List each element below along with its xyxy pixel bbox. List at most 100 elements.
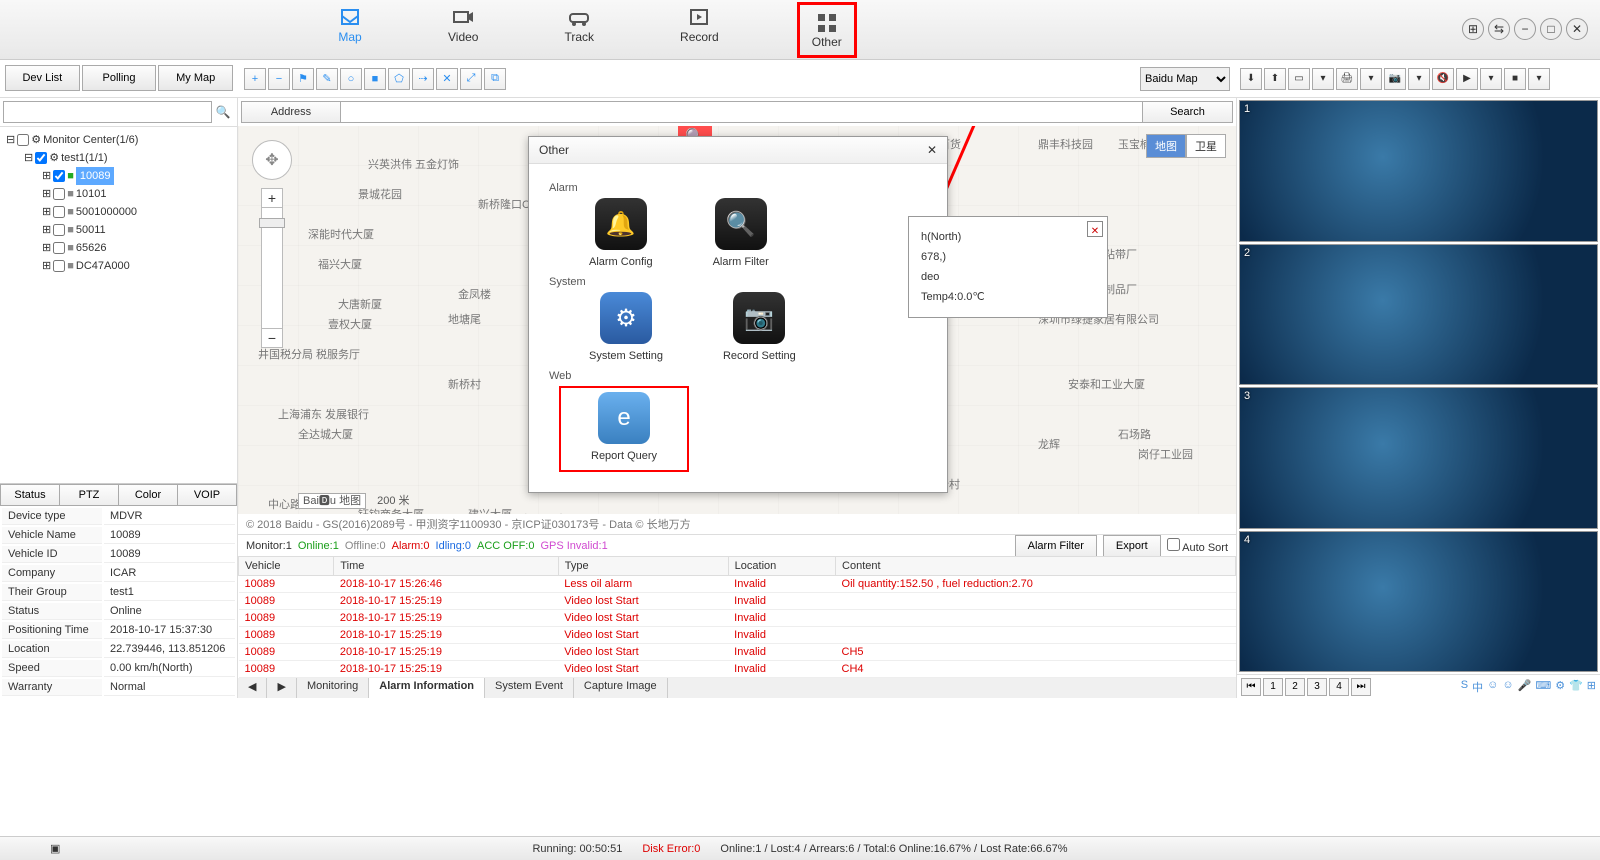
map-tool-btn[interactable]: ⬠ — [388, 68, 410, 90]
system-setting-item[interactable]: ⚙System Setting — [589, 292, 663, 362]
pager-btn[interactable]: 2 — [1285, 678, 1305, 696]
vt-btn[interactable]: ⬆ — [1264, 68, 1286, 90]
map-tool-btn[interactable]: − — [268, 68, 290, 90]
tab-ptz[interactable]: PTZ — [60, 484, 119, 506]
vt-btn[interactable]: ▭ — [1288, 68, 1310, 90]
nav-tab-video[interactable]: Video — [440, 2, 486, 58]
tab-polling[interactable]: Polling — [82, 65, 157, 91]
search-input[interactable] — [3, 101, 212, 123]
zoom-in[interactable]: + — [261, 188, 283, 208]
nav-label: Other — [812, 35, 842, 49]
alarm-config-item[interactable]: 🔔Alarm Config — [589, 198, 653, 268]
map-tool-btn[interactable]: ✎ — [316, 68, 338, 90]
nav-tab-other[interactable]: Other — [797, 2, 857, 58]
minimize-icon[interactable]: − — [1514, 18, 1536, 40]
map-tool-btn[interactable]: + — [244, 68, 266, 90]
tab-my-map[interactable]: My Map — [158, 65, 233, 91]
ime-icon[interactable]: ⊞ — [1587, 679, 1596, 695]
map-tool-btn[interactable]: ⚑ — [292, 68, 314, 90]
grid-icon[interactable]: ⊞ — [1462, 18, 1484, 40]
vt-btn[interactable]: 🔇 — [1432, 68, 1454, 90]
pan-control[interactable]: ✥ — [252, 140, 292, 180]
record-setting-item[interactable]: 📷Record Setting — [723, 292, 796, 362]
auto-sort-checkbox[interactable]: Auto Sort — [1167, 538, 1228, 554]
tab-capture-image[interactable]: Capture Image — [574, 678, 668, 698]
tab-color[interactable]: Color — [119, 484, 178, 506]
map-canvas[interactable]: 兴英洪伟 五金灯饰景城花园新桥隆口C区深能时代大厦福兴大厦大唐新厦金凤楼壹权大厦… — [238, 126, 1236, 514]
pager-btn[interactable]: 1 — [1263, 678, 1283, 696]
tree-item[interactable]: 5001000000 — [76, 203, 137, 221]
map-tool-btn[interactable]: ⧉ — [484, 68, 506, 90]
tab-dev-list[interactable]: Dev List — [5, 65, 80, 91]
tree-item[interactable]: 10089 — [76, 167, 115, 185]
tree-item[interactable]: 65626 — [76, 239, 107, 257]
map-tool-btn[interactable]: ⇢ — [412, 68, 434, 90]
tab-status[interactable]: Status — [0, 484, 60, 506]
tab-monitoring[interactable]: Monitoring — [297, 678, 369, 698]
map-tool-btn[interactable]: ■ — [364, 68, 386, 90]
nav-tab-map[interactable]: Map — [330, 2, 370, 58]
nav-tab-record[interactable]: Record — [672, 2, 727, 58]
alarm-filter-item[interactable]: 🔍Alarm Filter — [713, 198, 769, 268]
maximize-icon[interactable]: □ — [1540, 18, 1562, 40]
status-collapse-icon[interactable]: ▣ — [50, 842, 60, 855]
tree-item[interactable]: DC47A000 — [76, 257, 130, 275]
search-icon[interactable]: 🔍 — [212, 101, 234, 123]
tree-root[interactable]: Monitor Center(1/6) — [43, 131, 138, 149]
vt-btn[interactable]: ▾ — [1312, 68, 1334, 90]
tab-voip[interactable]: VOIP — [178, 484, 237, 506]
vt-btn[interactable]: ⬇ — [1240, 68, 1262, 90]
zoom-thumb[interactable] — [259, 218, 285, 228]
map-tool-btn[interactable]: ✕ — [436, 68, 458, 90]
zoom-out[interactable]: − — [261, 328, 283, 348]
vt-btn[interactable]: ▾ — [1408, 68, 1430, 90]
vt-btn[interactable]: ▾ — [1528, 68, 1550, 90]
address-input[interactable] — [341, 101, 1143, 123]
map-tool-btn[interactable]: ⤢ — [460, 68, 482, 90]
tree-item[interactable]: 50011 — [76, 221, 106, 239]
ime-icon[interactable]: ☺ — [1502, 679, 1513, 695]
pager-btn[interactable]: ⏮ — [1241, 678, 1261, 696]
map-tool-btn[interactable]: ○ — [340, 68, 362, 90]
popup-close-icon[interactable]: ✕ — [1087, 221, 1103, 237]
ime-icon[interactable]: ⌨ — [1535, 679, 1551, 695]
alarm-filter-button[interactable]: Alarm Filter — [1015, 535, 1097, 557]
tab-alarm-info[interactable]: Alarm Information — [369, 678, 485, 698]
pager-btn[interactable]: ⏭ — [1351, 678, 1371, 696]
vt-btn[interactable]: ▶ — [1456, 68, 1478, 90]
vt-btn[interactable]: ■ — [1504, 68, 1526, 90]
report-query-item[interactable]: eReport Query — [591, 392, 657, 462]
ime-icon[interactable]: S — [1461, 679, 1468, 695]
vt-btn[interactable]: ▾ — [1360, 68, 1382, 90]
tree-item[interactable]: 10101 — [76, 185, 107, 203]
ime-icon[interactable]: 中 — [1472, 679, 1483, 695]
tree-group[interactable]: test1(1/1) — [61, 149, 107, 167]
vt-btn[interactable]: ▾ — [1480, 68, 1502, 90]
export-button[interactable]: Export — [1103, 535, 1161, 557]
zoom-control[interactable]: + − — [261, 188, 283, 348]
video-cell[interactable]: 3 — [1239, 387, 1598, 529]
ime-icon[interactable]: 🎤 — [1518, 679, 1532, 695]
map-type-map[interactable]: 地图 — [1146, 134, 1186, 158]
video-cell[interactable]: 2 — [1239, 244, 1598, 386]
pager-btn[interactable]: 3 — [1307, 678, 1327, 696]
device-tree[interactable]: ⊟⚙ Monitor Center(1/6) ⊟⚙ test1(1/1) ⊞■ … — [0, 127, 237, 483]
vt-btn[interactable]: 📷 — [1384, 68, 1406, 90]
popup-line: h(North) — [921, 227, 1095, 247]
close-icon[interactable]: ✕ — [1566, 18, 1588, 40]
ime-icon[interactable]: ☺ — [1487, 679, 1498, 695]
video-cell[interactable]: 1 — [1239, 100, 1598, 242]
ime-icon[interactable]: ⚙ — [1555, 679, 1565, 695]
ime-icon[interactable]: 👕 — [1569, 679, 1583, 695]
map-provider-select[interactable]: Baidu Map — [1140, 67, 1230, 91]
pager-btn[interactable]: 4 — [1329, 678, 1349, 696]
dialog-close-icon[interactable]: ✕ — [927, 143, 937, 157]
nav-tab-track[interactable]: Track — [556, 2, 602, 58]
vt-btn[interactable]: 🖨 — [1336, 68, 1358, 90]
video-cell[interactable]: 4 — [1239, 531, 1598, 673]
map-type-sat[interactable]: 卫星 — [1186, 134, 1226, 158]
cloud-icon[interactable]: ⇆ — [1488, 18, 1510, 40]
tab-system-event[interactable]: System Event — [485, 678, 574, 698]
search-button[interactable]: Search — [1143, 101, 1233, 123]
zoom-track[interactable] — [261, 208, 283, 328]
